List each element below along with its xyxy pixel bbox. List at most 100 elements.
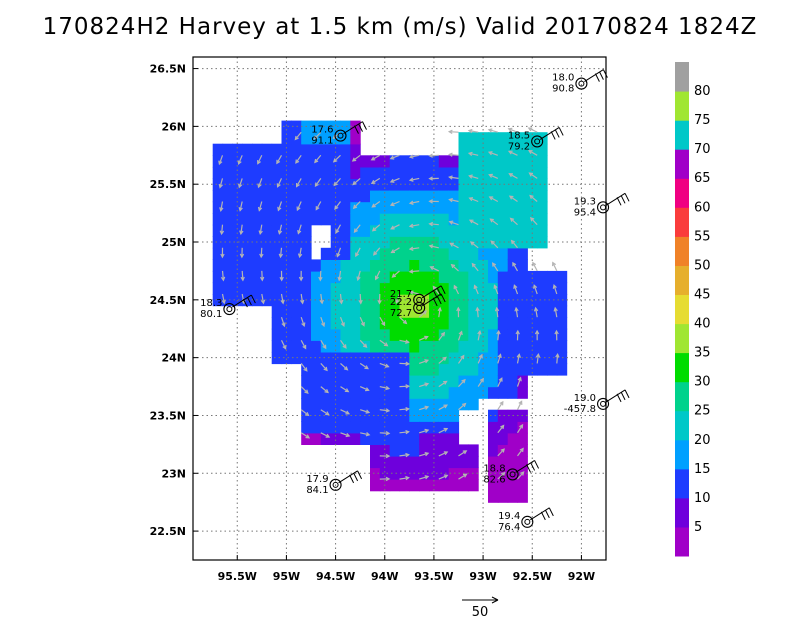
- field-cell: [468, 270, 479, 284]
- field-cell: [271, 270, 283, 284]
- field-cell: [488, 247, 499, 260]
- field-cell: [222, 143, 233, 156]
- field-cell: [448, 351, 460, 365]
- wind-vector: [359, 362, 369, 370]
- wind-vector-head: [428, 199, 433, 204]
- wind-vector-head: [324, 388, 329, 394]
- field-cell: [350, 386, 361, 399]
- field-cell: [488, 143, 499, 156]
- wind-vector: [238, 178, 243, 188]
- field-cell: [458, 386, 469, 399]
- wind-vector: [334, 201, 341, 210]
- wind-barb: [605, 192, 630, 206]
- wind-vector-head: [499, 400, 504, 406]
- wind-vector: [357, 270, 361, 281]
- field-cell: [458, 317, 469, 330]
- field-cell: [438, 398, 450, 411]
- wind-vector: [497, 401, 504, 411]
- field-cell: [409, 166, 420, 180]
- field-cell: [389, 375, 401, 388]
- field-cell: [320, 328, 332, 341]
- field-cell: [448, 340, 460, 353]
- wind-vector: [497, 354, 502, 364]
- field-cell: [389, 421, 401, 434]
- field-cell: [291, 282, 302, 295]
- colorbar-label: 10: [694, 491, 711, 506]
- field-cell: [438, 282, 450, 295]
- wind-vector-head: [428, 176, 433, 181]
- field-cell: [330, 351, 342, 365]
- dropsonde-temp-label: 18.5: [508, 130, 530, 141]
- wind-vector: [497, 377, 503, 387]
- wind-vector-head: [239, 253, 245, 259]
- wind-vector: [438, 380, 447, 388]
- field-cell: [311, 143, 322, 156]
- wind-vector: [379, 409, 390, 412]
- wind-vector: [451, 264, 459, 272]
- wind-vector: [508, 150, 518, 156]
- wind-vector-head: [429, 266, 435, 271]
- field-cell: [389, 363, 401, 376]
- field-cell: [419, 467, 430, 480]
- field-cell: [497, 166, 509, 180]
- field-cell: [222, 282, 233, 295]
- wind-vector-head: [389, 178, 395, 183]
- field-cell: [458, 259, 469, 272]
- wind-vector-head: [515, 329, 520, 335]
- field-cell: [252, 213, 263, 226]
- field-cell: [478, 363, 489, 376]
- field-cell: [320, 120, 332, 133]
- wind-vector-head: [533, 284, 538, 289]
- field-cell: [242, 247, 253, 260]
- field-cell: [242, 270, 253, 284]
- field-cell: [232, 190, 243, 203]
- wind-vector: [492, 262, 499, 272]
- wind-vector: [556, 354, 559, 364]
- wind-vector: [513, 285, 519, 295]
- wind-vector: [496, 307, 499, 318]
- field-cell: [340, 190, 351, 203]
- wind-barb: [584, 69, 608, 83]
- wind-vector-head: [473, 284, 478, 290]
- dropsonde-pressure-label: 84.1: [306, 485, 328, 496]
- field-cell: [311, 120, 322, 133]
- field-cell: [488, 178, 499, 191]
- field-cell: [488, 155, 499, 168]
- field-cell: [488, 432, 499, 445]
- field-cell: [419, 375, 430, 388]
- wind-vector-head: [428, 153, 433, 158]
- colorbar-band: [675, 381, 689, 412]
- wind-vector: [489, 196, 499, 203]
- field-cell: [252, 224, 263, 237]
- wind-vector-head: [443, 474, 449, 479]
- field-cell: [419, 351, 430, 365]
- field-cell: [370, 421, 381, 434]
- field-cell: [379, 247, 391, 260]
- field-cell: [497, 132, 509, 145]
- field-cell: [409, 432, 420, 445]
- field-cell: [419, 247, 430, 260]
- wind-vector-head: [323, 366, 328, 372]
- field-cell: [350, 143, 361, 156]
- field-cell: [301, 155, 312, 168]
- wind-vector-head: [443, 427, 449, 432]
- field-cell: [448, 224, 460, 237]
- wind-vector: [438, 332, 445, 341]
- wind-vector-head: [518, 400, 523, 405]
- field-cell: [261, 143, 273, 156]
- wind-vector-head: [219, 230, 225, 236]
- field-cell: [478, 201, 489, 214]
- wind-vector-head: [528, 172, 534, 177]
- wind-vector: [339, 293, 343, 304]
- field-cell: [468, 282, 479, 295]
- wind-vector-head: [527, 127, 533, 132]
- field-cell: [311, 398, 322, 411]
- wind-vector: [449, 221, 459, 226]
- wind-vector: [529, 195, 538, 202]
- field-cell: [399, 432, 410, 445]
- field-cell: [340, 317, 351, 330]
- wind-vector-head: [520, 471, 525, 476]
- field-cell: [350, 363, 361, 376]
- field-cell: [379, 282, 391, 295]
- wind-vector: [429, 154, 439, 157]
